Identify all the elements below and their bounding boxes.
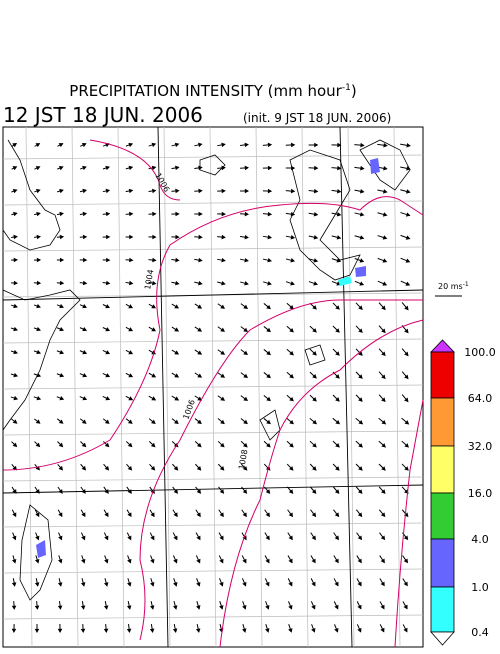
valid-time: 12 JST 18 JUN. 2006	[3, 103, 203, 127]
title-text: PRECIPITATION INTENSITY (mm hour	[69, 82, 342, 100]
colorbar: 100.0 64.0 32.0 16.0 4.0 1.0 0.4	[431, 340, 496, 645]
title: PRECIPITATION INTENSITY (mm hour-1)	[69, 82, 356, 100]
colorbar-bin	[431, 587, 454, 632]
map: 1004 1006 1008 1006	[3, 127, 423, 647]
colorbar-label: 64.0	[468, 392, 493, 405]
vector-scale-text: 20 ms	[438, 282, 463, 291]
colorbar-label: 16.0	[468, 487, 493, 500]
colorbar-bottom	[431, 632, 454, 645]
colorbar-bin	[431, 539, 454, 587]
colorbar-label: 0.4	[471, 626, 489, 639]
colorbar-bin	[431, 352, 454, 398]
title-end: )	[351, 82, 357, 100]
vector-scale-sup: -1	[463, 281, 469, 288]
colorbar-bin	[431, 493, 454, 539]
colorbar-top	[431, 340, 454, 352]
colorbar-bin	[431, 398, 454, 446]
colorbar-label: 1.0	[471, 581, 489, 594]
colorbar-label: 32.0	[468, 440, 493, 453]
init-time: (init. 9 JST 18 JUN. 2006)	[243, 111, 391, 125]
colorbar-label: 100.0	[464, 346, 496, 359]
colorbar-bin	[431, 446, 454, 493]
colorbar-label: 4.0	[471, 533, 489, 546]
title-sup: -1	[342, 83, 351, 93]
vector-scale-label: 20 ms-1	[438, 281, 469, 291]
